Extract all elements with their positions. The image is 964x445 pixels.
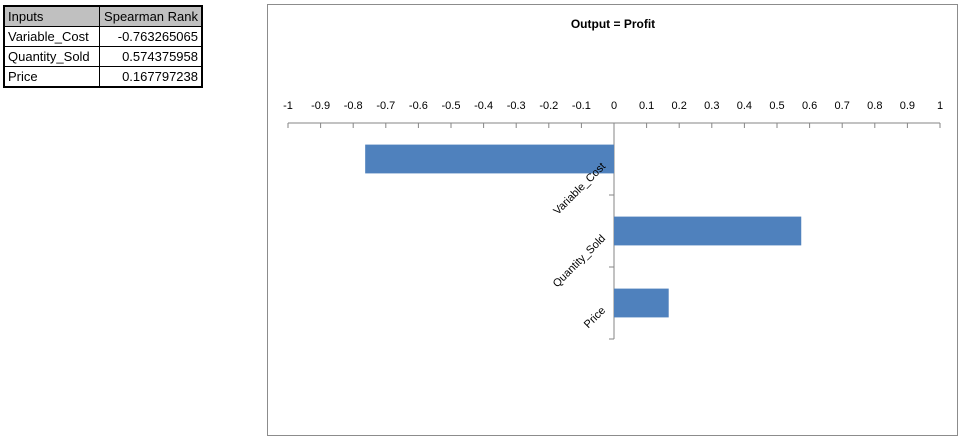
cell-rank-value[interactable]: 0.167797238 <box>99 66 202 87</box>
plot-area: -1 -0.9 -0.8 -0.7 -0.6 -0.5 -0.4 -0.3 -0.2 -0.1 0 0… <box>283 100 943 340</box>
x-tick-label: -0.7 <box>376 100 395 112</box>
x-tick-label: 0.4 <box>737 100 752 112</box>
x-tick-label: 0.3 <box>704 100 719 112</box>
table-row: Quantity_Sold 0.574375958 <box>4 46 202 67</box>
table-row: Price 0.167797238 <box>4 66 202 87</box>
cell-input-name[interactable]: Price <box>4 66 100 87</box>
x-tick-label: -0.2 <box>539 100 558 112</box>
spearman-rank-table: Inputs Spearman Rank Variable_Cost -0.76… <box>3 5 203 88</box>
x-tick-label: 0.2 <box>672 100 687 112</box>
header-inputs[interactable]: Inputs <box>4 6 100 27</box>
x-tick-label: 0.6 <box>802 100 817 112</box>
category-label: Quantity_Sold <box>551 233 608 290</box>
header-spearman-rank[interactable]: Spearman Rank <box>99 6 202 27</box>
x-tick-label: -0.5 <box>442 100 461 112</box>
cell-rank-value[interactable]: -0.763265065 <box>99 26 202 47</box>
bar <box>365 144 614 174</box>
chart-canvas: Output = Profit -1 -0.9 -0.8 -0.7 -0.6 -0.5 -0… <box>283 17 943 340</box>
bar <box>614 216 802 246</box>
x-tick-label: -0.1 <box>572 100 591 112</box>
tornado-chart[interactable]: Output = Profit -1 -0.9 -0.8 -0.7 -0.6 -0.5 -0… <box>267 4 958 436</box>
cell-input-name[interactable]: Variable_Cost <box>4 26 100 47</box>
table-row: Variable_Cost -0.763265065 <box>4 26 202 47</box>
x-tick-label: 1 <box>937 100 943 112</box>
x-tick-label: -0.6 <box>409 100 428 112</box>
x-tick-label: -1 <box>283 100 293 112</box>
x-tick-label: -0.8 <box>344 100 363 112</box>
x-tick-label: 0.5 <box>769 100 784 112</box>
x-tick-label: -0.9 <box>311 100 330 112</box>
x-tick-label: 0.9 <box>900 100 915 112</box>
x-tick-label: -0.4 <box>474 100 493 112</box>
x-tick-label: -0.3 <box>507 100 526 112</box>
cell-input-name[interactable]: Quantity_Sold <box>4 46 100 67</box>
chart-title: Output = Profit <box>571 17 655 31</box>
table-header-row: Inputs Spearman Rank <box>4 6 202 27</box>
category-label: Price <box>582 305 608 331</box>
cell-rank-value[interactable]: 0.574375958 <box>99 46 202 67</box>
x-tick-label: 0.7 <box>835 100 850 112</box>
bar <box>614 288 669 318</box>
x-tick-label: 0 <box>611 100 617 112</box>
x-tick-label: 0.1 <box>639 100 654 112</box>
x-tick-label: 0.8 <box>867 100 882 112</box>
